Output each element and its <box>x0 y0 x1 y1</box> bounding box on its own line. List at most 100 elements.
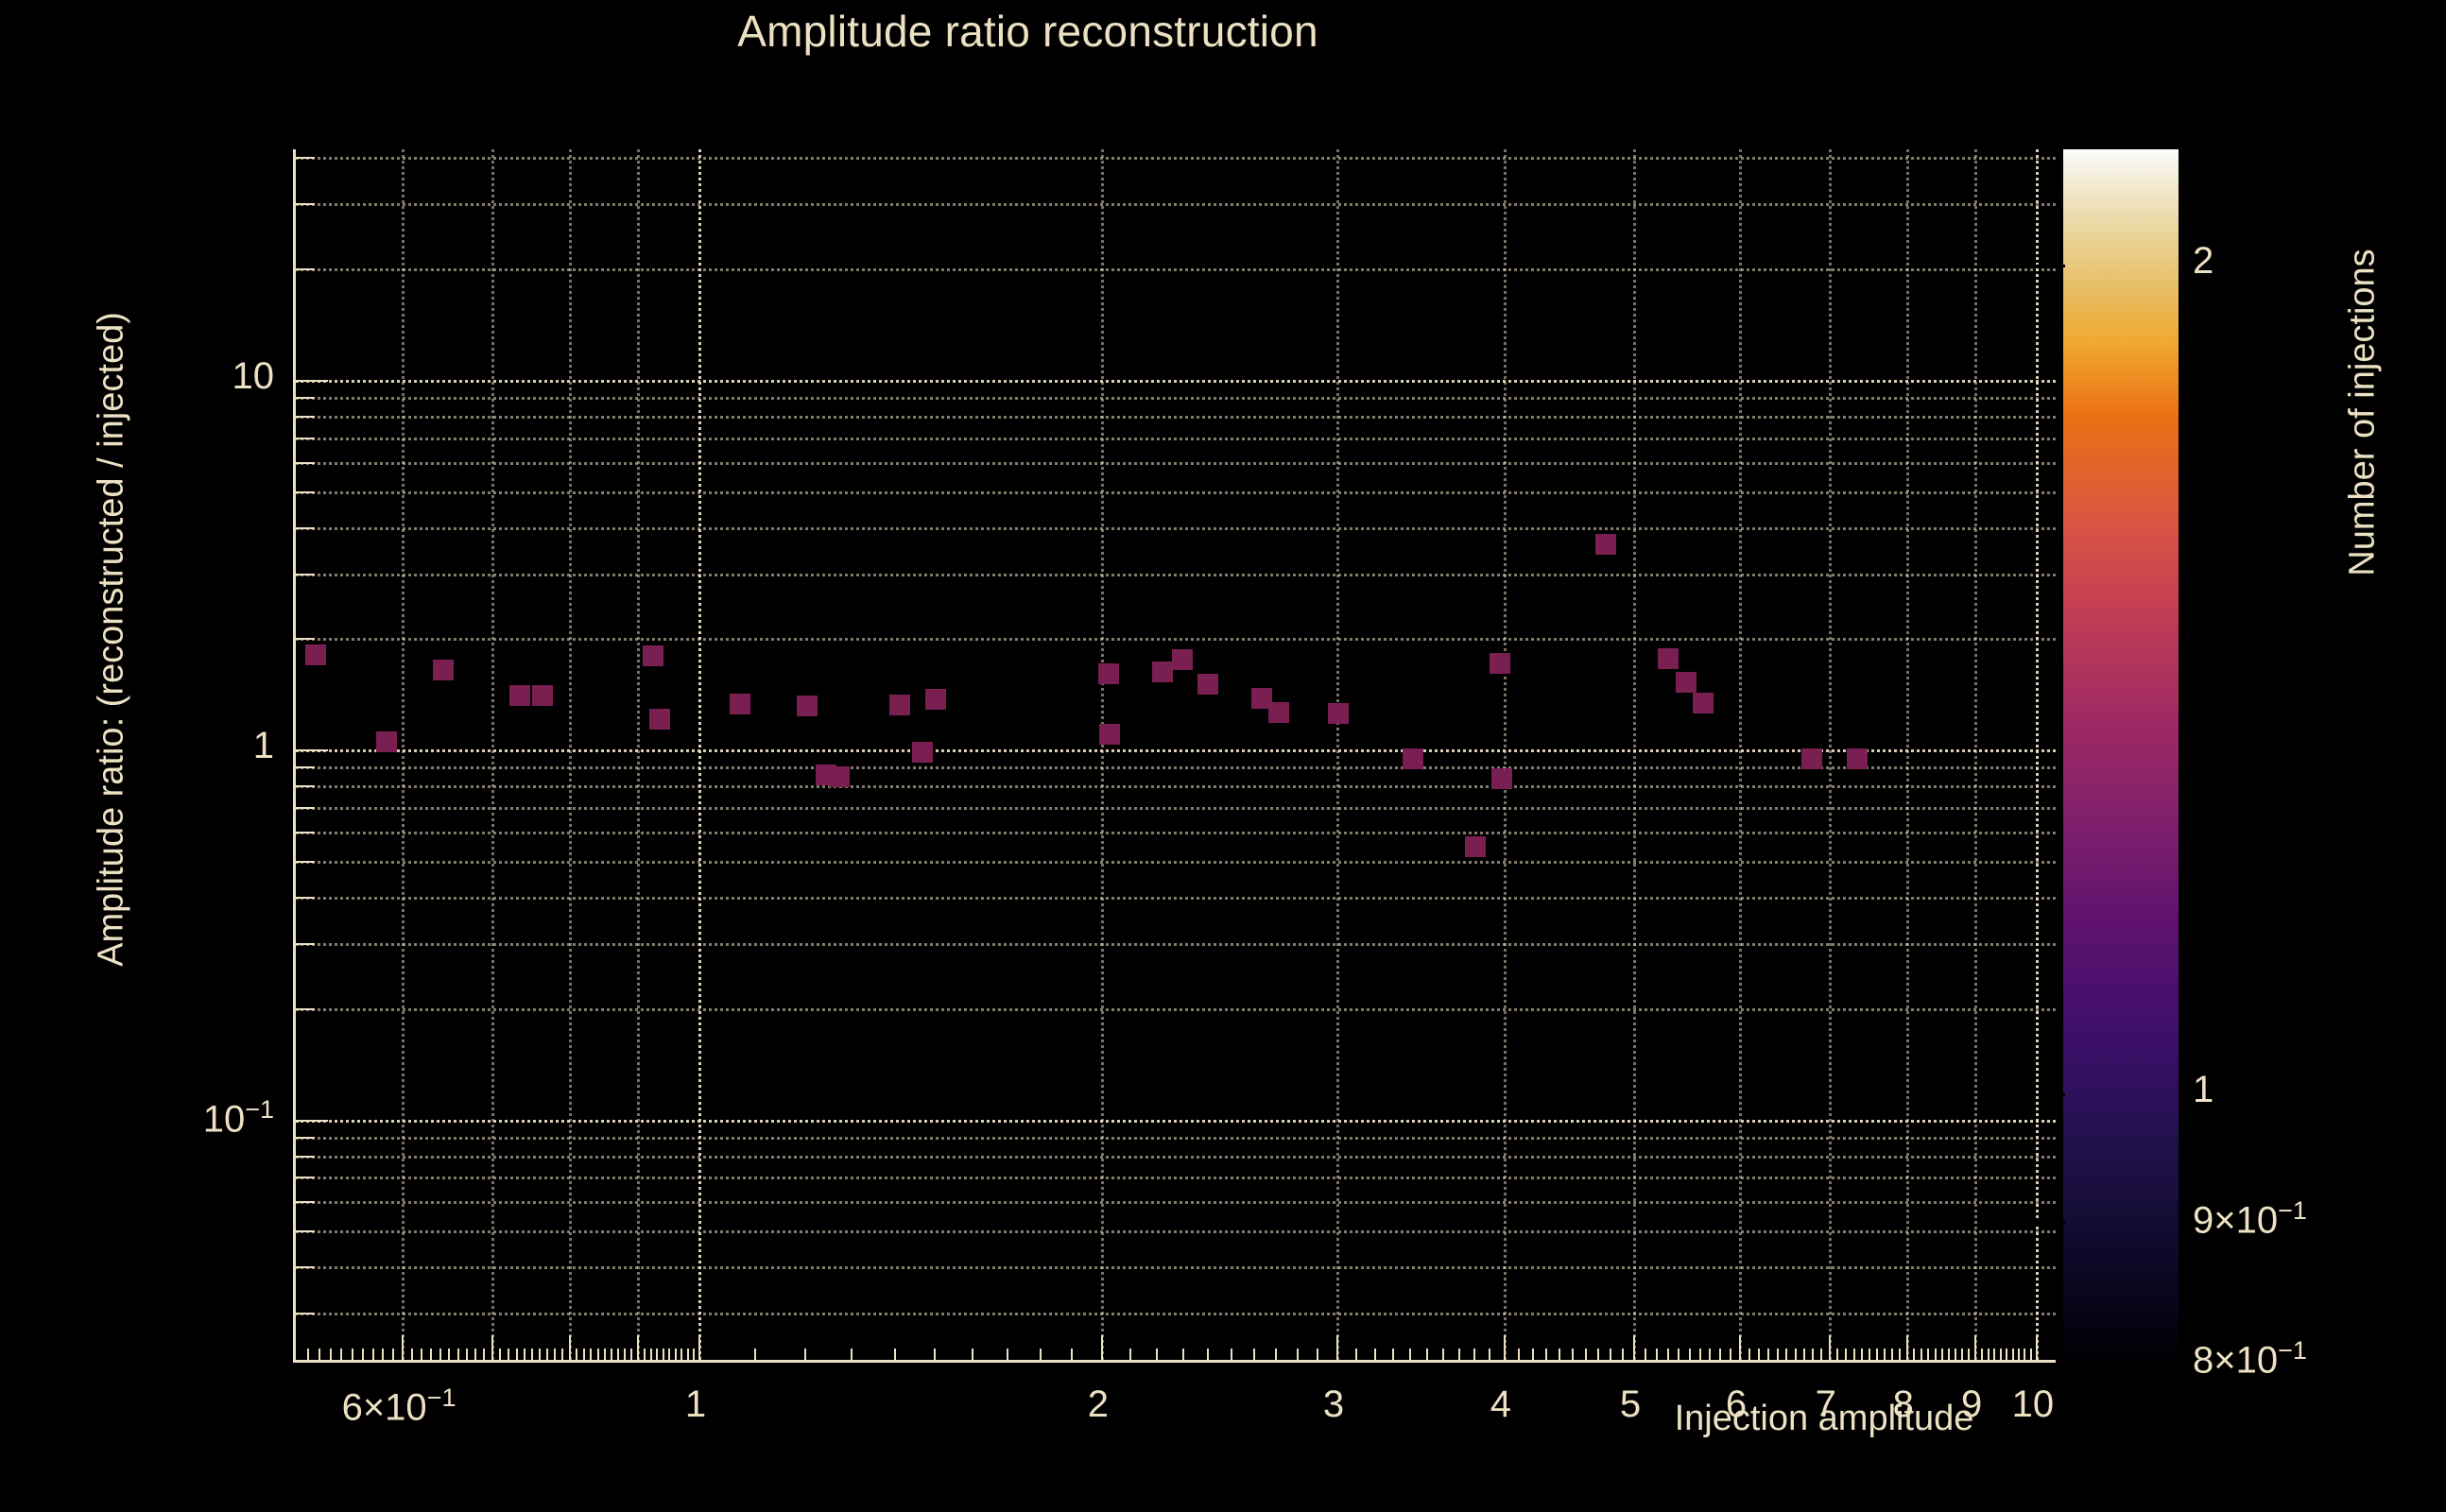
x-axis-minor-tick <box>382 1349 385 1360</box>
x-axis-minor-tick <box>1802 1349 1805 1360</box>
x-axis-minor-tick <box>1391 1349 1394 1360</box>
x-axis-minor-tick <box>649 1349 652 1360</box>
x-axis-minor-tick <box>1980 1349 1983 1360</box>
data-point-bin <box>1846 747 1868 769</box>
x-axis-minor-tick <box>582 1349 585 1360</box>
y-axis-tick <box>296 1201 315 1204</box>
x-axis-minor-tick <box>1905 1349 1908 1360</box>
gridline-horizontal <box>296 1177 2056 1180</box>
x-axis-minor-tick <box>539 1349 542 1360</box>
data-point-bin <box>648 708 670 730</box>
gridline-horizontal <box>296 203 2056 207</box>
gridline-vertical <box>491 149 494 1360</box>
colorbar-tick-label: 2 <box>2193 240 2214 282</box>
gridline-horizontal <box>296 490 2056 494</box>
x-axis-tick <box>491 1335 493 1360</box>
x-axis-minor-tick <box>1632 1349 1635 1360</box>
chart-title: Amplitude ratio reconstruction <box>737 7 1318 56</box>
data-point-bin <box>1490 767 1512 789</box>
y-axis-tick <box>296 832 315 834</box>
data-point-bin <box>1692 692 1714 713</box>
x-axis-minor-tick <box>430 1349 433 1360</box>
x-axis-tick <box>402 1335 405 1360</box>
x-axis-tick-label: 1 <box>684 1383 707 1425</box>
x-axis-minor-tick <box>1206 1349 1209 1360</box>
x-axis-minor-tick <box>1584 1349 1587 1360</box>
gridline-horizontal <box>296 268 2056 272</box>
gridline-vertical <box>1632 149 1636 1360</box>
x-axis-tick-label: 4 <box>1490 1383 1511 1425</box>
data-point-bin <box>1800 747 1822 769</box>
gridline-horizontal <box>296 573 2056 576</box>
x-axis-minor-tick <box>2006 1349 2008 1360</box>
x-axis-minor-tick <box>1408 1349 1411 1360</box>
x-axis-minor-tick <box>361 1349 364 1360</box>
grid-layer <box>296 149 2056 1360</box>
gridline-horizontal <box>296 461 2056 465</box>
x-axis-minor-tick <box>1645 1349 1647 1360</box>
data-point-bin <box>1464 836 1486 858</box>
y-axis-tick <box>296 490 315 493</box>
x-axis-minor-tick <box>1425 1349 1428 1360</box>
colorbar-tick <box>2027 1221 2065 1224</box>
gridline-horizontal <box>296 1136 2056 1140</box>
x-axis-minor-tick <box>1253 1349 1256 1360</box>
x-axis-minor-tick <box>1758 1349 1761 1360</box>
x-axis-tick-label: 6×10−1 <box>341 1383 456 1429</box>
data-point-bin <box>889 695 911 716</box>
gridline-vertical <box>698 149 701 1360</box>
x-axis-minor-tick <box>686 1349 689 1360</box>
x-axis-minor-tick <box>1621 1349 1624 1360</box>
gridline-horizontal <box>296 942 2056 946</box>
x-axis-minor-tick <box>508 1349 510 1360</box>
colorbar-tick <box>2027 1093 2065 1096</box>
data-point-bin <box>1171 649 1193 671</box>
x-axis-minor-tick <box>1913 1349 1916 1360</box>
x-axis-minor-tick <box>482 1349 485 1360</box>
x-axis-tick <box>637 1335 640 1360</box>
x-axis-minor-tick <box>803 1349 806 1360</box>
x-axis-minor-tick <box>1531 1349 1534 1360</box>
y-axis-tick <box>296 1155 315 1158</box>
x-axis-minor-tick <box>680 1349 683 1360</box>
x-axis-tick-label: 3 <box>1322 1383 1345 1425</box>
x-axis-tick-label: 8 <box>1892 1383 1914 1425</box>
x-axis-minor-tick <box>1884 1349 1886 1360</box>
x-axis-tick <box>1738 1335 1741 1360</box>
data-point-bin <box>796 696 818 717</box>
x-axis-minor-tick <box>1836 1349 1839 1360</box>
y-axis-tick <box>296 396 315 399</box>
x-axis-minor-tick <box>340 1349 343 1360</box>
y-axis-tick <box>296 785 315 788</box>
x-axis-minor-tick <box>656 1349 659 1360</box>
x-axis-minor-tick <box>1373 1349 1376 1360</box>
x-axis-minor-tick <box>1974 1349 1977 1360</box>
x-axis-minor-tick <box>1296 1349 1299 1360</box>
data-point-bin <box>1251 687 1273 709</box>
x-axis-minor-tick <box>1181 1349 1184 1360</box>
x-axis-minor-tick <box>2035 1349 2038 1360</box>
y-axis-tick <box>296 1313 315 1315</box>
x-axis-minor-tick <box>576 1349 578 1360</box>
colorbar-tick <box>2027 265 2065 267</box>
x-axis-minor-tick <box>662 1349 664 1360</box>
x-axis-minor-tick <box>624 1349 627 1360</box>
x-axis-minor-tick <box>611 1349 613 1360</box>
x-axis-minor-tick <box>1442 1349 1445 1360</box>
x-axis-title: Injection amplitude <box>1674 1399 1974 1438</box>
x-axis-tick <box>1503 1335 1506 1360</box>
x-axis-minor-tick <box>2018 1349 2021 1360</box>
data-point-bin <box>1402 747 1423 769</box>
x-axis-minor-tick <box>554 1349 557 1360</box>
y-axis-tick <box>296 638 315 641</box>
data-point-bin <box>1152 662 1174 683</box>
x-axis-tick <box>1632 1335 1635 1360</box>
data-point-bin <box>508 685 530 707</box>
x-axis-minor-tick <box>561 1349 564 1360</box>
x-axis-minor-tick <box>851 1349 853 1360</box>
x-axis-tick <box>1905 1335 1908 1360</box>
x-axis-minor-tick <box>692 1349 695 1360</box>
x-axis-minor-tick <box>1100 1349 1103 1360</box>
x-axis-minor-tick <box>1776 1349 1779 1360</box>
x-axis-minor-tick <box>1876 1349 1879 1360</box>
